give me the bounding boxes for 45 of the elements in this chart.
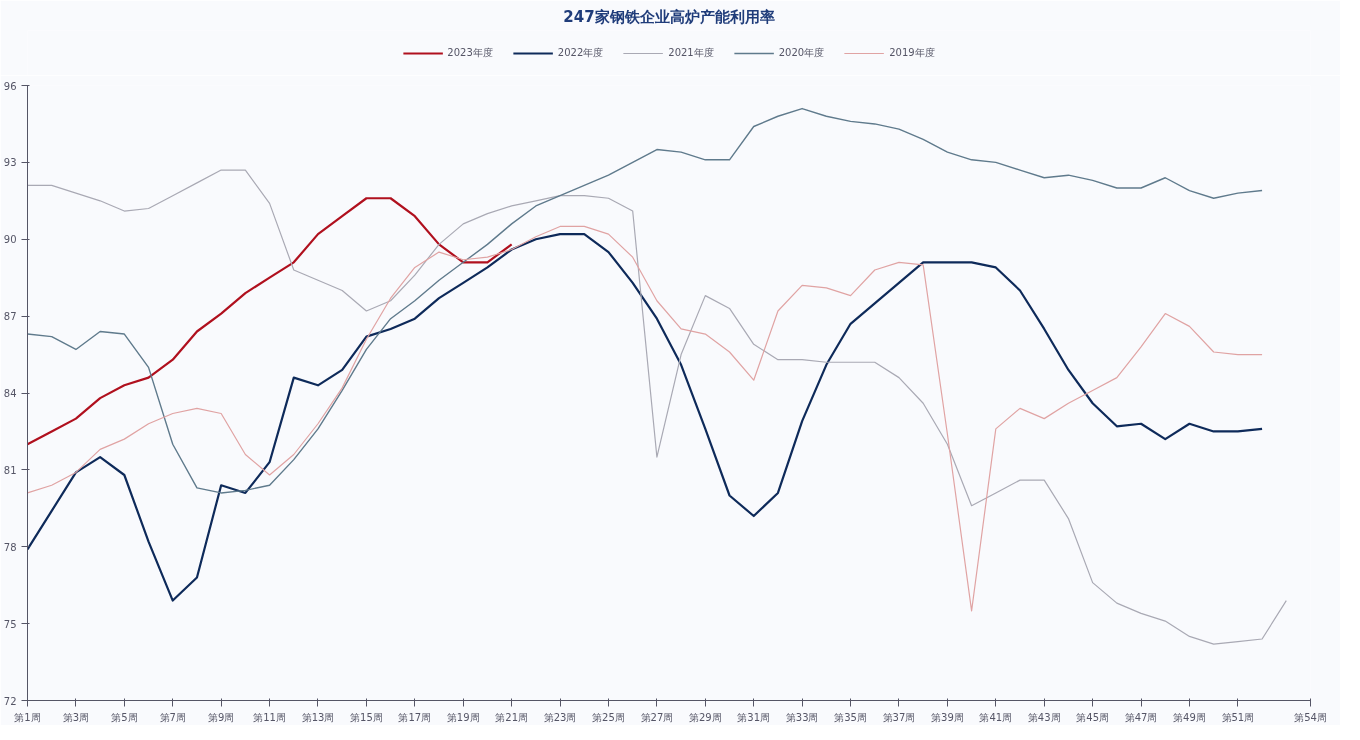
x-tick-label: 第31周 xyxy=(737,711,771,723)
x-tick-label: 第9周 xyxy=(207,711,235,723)
x-tick-label: 第15周 xyxy=(350,711,383,723)
x-tick-label: 第39周 xyxy=(931,711,964,723)
x-tick-label: 第13周 xyxy=(301,711,335,723)
line-series xyxy=(27,169,1287,645)
y-tick-label: 72 xyxy=(3,695,17,707)
legend-label: 2020年度 xyxy=(778,45,825,60)
x-tick-label: 第35周 xyxy=(834,711,867,723)
x-tick-label: 第5周 xyxy=(111,711,138,723)
y-tick-label: 78 xyxy=(3,541,17,553)
y-tick-label: 81 xyxy=(3,464,17,476)
x-tick-label: 第33周 xyxy=(785,711,819,723)
y-tick-label: 93 xyxy=(3,157,17,169)
x-tick-label: 第27周 xyxy=(640,711,674,723)
x-tick-label: 第25周 xyxy=(592,711,625,723)
x-tick-label: 第17周 xyxy=(398,711,432,723)
y-tick-label: 96 xyxy=(3,80,17,92)
x-tick-label: 第45周 xyxy=(1076,711,1109,723)
legend-label: 2019年度 xyxy=(889,45,935,60)
x-tick-label: 第47周 xyxy=(1124,711,1158,723)
line-series xyxy=(27,197,513,446)
x-tick-label: 第21周 xyxy=(495,711,529,723)
legend-label: 2022年度 xyxy=(557,45,604,60)
line-series xyxy=(27,107,1263,494)
x-tick-label: 第1周 xyxy=(14,711,41,723)
x-tick-label: 第49周 xyxy=(1173,711,1206,723)
y-tick-label: 75 xyxy=(3,618,17,630)
x-tick-label: 第41周 xyxy=(979,711,1013,723)
x-tick-label: 第43周 xyxy=(1027,711,1061,723)
x-tick-label: 第29周 xyxy=(688,711,722,723)
y-tick-label: 90 xyxy=(3,234,17,246)
x-tick-label: 第51周 xyxy=(1221,711,1255,723)
x-tick-label: 第3周 xyxy=(62,711,90,723)
legend-label: 2023年度 xyxy=(447,45,493,60)
x-tick-label: 第54周 xyxy=(1294,711,1327,723)
x-tick-label: 第7周 xyxy=(159,711,186,723)
legend-label: 2021年度 xyxy=(668,45,714,60)
y-tick-label: 84 xyxy=(3,388,17,399)
x-tick-label: 第11周 xyxy=(253,711,286,723)
y-tick-label: 87 xyxy=(3,311,17,323)
x-tick-label: 第37周 xyxy=(882,711,916,723)
x-tick-label: 第23周 xyxy=(543,711,577,723)
chart-title: 247家钢铁企业高炉产能利用率 xyxy=(563,7,775,26)
x-tick-label: 第19周 xyxy=(446,711,480,723)
